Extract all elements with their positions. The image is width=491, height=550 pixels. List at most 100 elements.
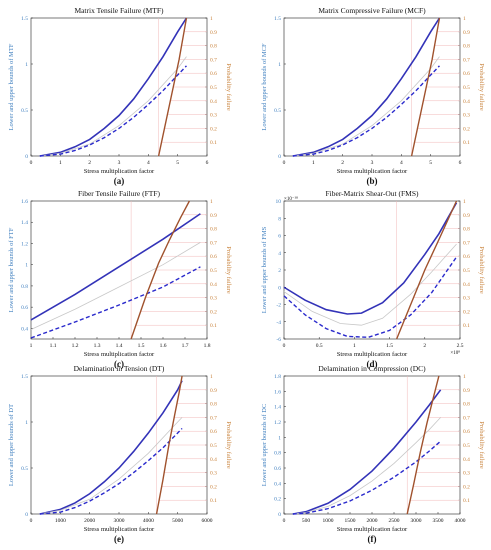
x-tick-label: 4 bbox=[147, 160, 150, 166]
y2-tick-label: 0.3 bbox=[463, 471, 470, 477]
x-tick-label: 0 bbox=[30, 518, 33, 524]
y2-tick-label: 0.3 bbox=[210, 471, 217, 477]
series-probability-line bbox=[130, 200, 191, 340]
y2-tick-label: 0.7 bbox=[463, 240, 470, 246]
y-tick-label: 1.6 bbox=[274, 389, 281, 395]
y2-tick-label: 0.9 bbox=[210, 213, 217, 219]
y2-tick-label: 0.2 bbox=[210, 484, 217, 490]
y-tick-label: 1.2 bbox=[21, 241, 28, 247]
series-probability-line bbox=[410, 17, 441, 157]
series-upper-line bbox=[39, 17, 188, 157]
y2-tick-label: 1 bbox=[210, 374, 213, 380]
y-tick-label: 4 bbox=[278, 251, 281, 257]
series-probability-line bbox=[406, 375, 440, 515]
y-tick-label: 1.5 bbox=[21, 16, 28, 22]
x-tick-label: 3 bbox=[118, 160, 121, 166]
y2-tick-label: 0.3 bbox=[463, 296, 470, 302]
y2-tick-label: 0.6 bbox=[210, 429, 217, 435]
y2-tick-label: 1 bbox=[463, 16, 466, 22]
x-tick-label: 4000 bbox=[143, 518, 154, 524]
y2-axis-label: Probability failure bbox=[478, 246, 485, 294]
y2-tick-label: 0.5 bbox=[463, 85, 470, 91]
y2-axis-label: Probability failure bbox=[478, 421, 485, 469]
y2-tick-label: 0.7 bbox=[463, 415, 470, 421]
y2-tick-label: 0.2 bbox=[463, 309, 470, 315]
x-tick-label: 5 bbox=[176, 160, 179, 166]
y-tick-label: 0 bbox=[25, 512, 28, 518]
y2-tick-label: 1 bbox=[210, 16, 213, 22]
series-lower-line bbox=[292, 440, 442, 515]
x-tick-label: 1.8 bbox=[204, 343, 211, 349]
x-tick-label: 6000 bbox=[202, 518, 213, 524]
x-tick-label: 0.5 bbox=[316, 343, 323, 349]
x-tick-label: 3000 bbox=[411, 518, 422, 524]
y-tick-label: -6 bbox=[276, 337, 281, 343]
y2-tick-label: 0.8 bbox=[210, 402, 217, 408]
y2-tick-label: 0.1 bbox=[463, 323, 470, 329]
y2-tick-label: 0.6 bbox=[210, 71, 217, 77]
y-tick-label: 0 bbox=[278, 154, 281, 160]
x-tick-label: 1.7 bbox=[182, 343, 189, 349]
y-tick-label: 0.2 bbox=[274, 497, 281, 503]
y-tick-label: 0.5 bbox=[21, 108, 28, 114]
x-tick-label: 1 bbox=[59, 160, 62, 166]
series-lower-line bbox=[30, 266, 201, 339]
y2-tick-label: 0.6 bbox=[463, 71, 470, 77]
y2-tick-label: 0.5 bbox=[210, 85, 217, 91]
x-axis-label: Stress multiplication factor bbox=[84, 351, 155, 358]
x-tick-label: 0 bbox=[30, 160, 33, 166]
x-tick-label: 1.2 bbox=[72, 343, 79, 349]
y2-tick-label: 0.1 bbox=[463, 498, 470, 504]
x-tick-label: 2500 bbox=[389, 518, 400, 524]
series-mid-line bbox=[39, 417, 183, 515]
x-tick-label: 3500 bbox=[433, 518, 444, 524]
x-tick-label: 5000 bbox=[172, 518, 183, 524]
x-axis-label: Stress multiplication factor bbox=[337, 526, 408, 533]
y2-axis-label: Probability failure bbox=[225, 421, 232, 469]
y2-tick-label: 0.9 bbox=[463, 213, 470, 219]
chart-panel-5: Delamination in Compression (DC) (f)Stres… bbox=[261, 364, 485, 544]
y2-tick-label: 0.1 bbox=[210, 323, 217, 329]
series-mid-line bbox=[292, 417, 441, 515]
x-tick-label: 1.6 bbox=[160, 343, 167, 349]
chart-panel-2: Fiber Tensile Failure (FTF) (c)Stress mul… bbox=[8, 189, 232, 369]
y-tick-label: 10 bbox=[276, 199, 282, 205]
x-axis-label: Stress multiplication factor bbox=[84, 526, 155, 533]
y-axis-label: Lower and upper bounds of MCF bbox=[261, 43, 268, 131]
y-tick-label: 1 bbox=[278, 435, 281, 441]
y2-tick-label: 0.4 bbox=[210, 457, 217, 463]
y2-tick-label: 0.1 bbox=[210, 140, 217, 146]
y2-tick-label: 1 bbox=[463, 374, 466, 380]
y-tick-label: 0.6 bbox=[21, 305, 28, 311]
y2-tick-label: 0.5 bbox=[210, 443, 217, 449]
x-tick-label: 3000 bbox=[114, 518, 125, 524]
y-tick-label: 2 bbox=[278, 268, 281, 274]
y-tick-label: 0.4 bbox=[21, 326, 28, 332]
x-tick-label: 2.5 bbox=[457, 343, 464, 349]
y2-tick-label: 0.9 bbox=[210, 388, 217, 394]
x-tick-label: 0 bbox=[283, 343, 286, 349]
panel-label: (c) bbox=[114, 359, 124, 369]
y-tick-label: 6 bbox=[278, 234, 281, 240]
y2-axis-label: Probability failure bbox=[225, 246, 232, 294]
y-tick-label: 1.5 bbox=[274, 16, 281, 22]
x-tick-label: 4 bbox=[400, 160, 403, 166]
series-lower-line bbox=[39, 427, 183, 515]
x-tick-label: 2000 bbox=[367, 518, 378, 524]
x-axis-label: Stress multiplication factor bbox=[337, 168, 408, 175]
x-tick-label: 1000 bbox=[55, 518, 66, 524]
x-tick-label: 3 bbox=[371, 160, 374, 166]
series-mid-line bbox=[30, 242, 201, 330]
chart-title: Delamination in Compression (DC) bbox=[318, 364, 426, 373]
x-tick-label: 2000 bbox=[84, 518, 95, 524]
y-tick-label: 1.2 bbox=[274, 420, 281, 426]
panel-label: (e) bbox=[114, 534, 124, 544]
y2-tick-label: 0.2 bbox=[463, 484, 470, 490]
series-upper-line bbox=[292, 17, 441, 157]
x-exponent: ×10⁸ bbox=[450, 350, 460, 356]
x-tick-label: 0 bbox=[283, 518, 286, 524]
y2-tick-label: 0.4 bbox=[463, 99, 470, 105]
y-tick-label: 1.5 bbox=[21, 374, 28, 380]
y2-tick-label: 0.7 bbox=[210, 57, 217, 63]
